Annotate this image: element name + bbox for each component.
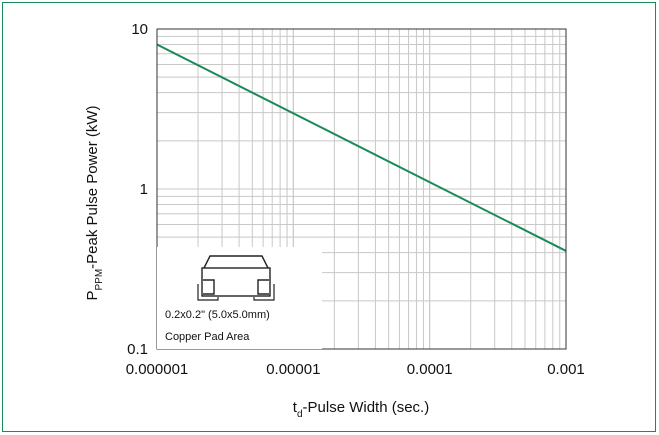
y-tick-labels: 0.1 1 10	[127, 21, 148, 358]
x-tick-label: 0.000001	[126, 361, 189, 378]
inset-note-line2: Copper Pad Area	[165, 331, 250, 343]
inset-note-line1: 0.2x0.2" (5.0x5.0mm)	[165, 309, 270, 321]
inset-background	[157, 247, 322, 349]
x-tick-label: 0.0001	[407, 361, 453, 378]
y-axis-title: PPPM-Peak Pulse Power (kW)	[84, 105, 105, 300]
copper-pad-inset: 0.2x0.2" (5.0x5.0mm) Copper Pad Area	[157, 247, 322, 349]
smd-package-icon	[197, 255, 275, 301]
y-tick-label: 10	[131, 21, 148, 38]
x-tick-label: 0.001	[547, 361, 585, 378]
y-tick-label: 0.1	[127, 341, 148, 358]
series-layer	[156, 43, 567, 252]
plot-border	[156, 28, 567, 350]
x-axis-title: td-Pulse Width (sec.)	[293, 399, 429, 420]
y-tick-label: 1	[140, 181, 148, 198]
x-tick-labels: 0.000001 0.00001 0.0001 0.001	[126, 361, 585, 378]
x-tick-label: 0.00001	[266, 361, 320, 378]
series-line	[156, 43, 567, 252]
